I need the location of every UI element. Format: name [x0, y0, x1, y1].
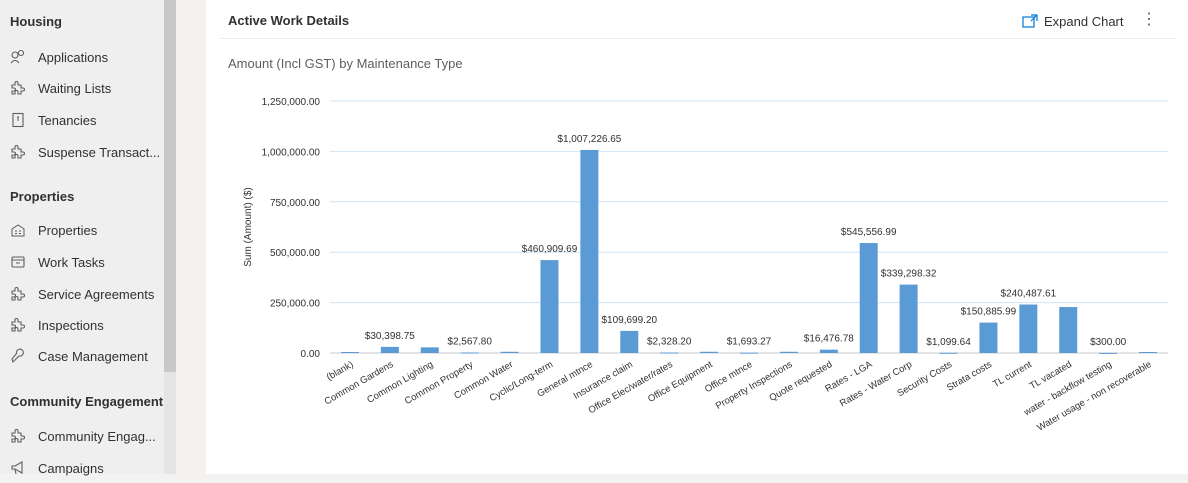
data-label: $109,699.20: [601, 315, 657, 326]
y-axis-label: Sum (Amount) ($): [243, 187, 254, 266]
bar: [779, 351, 798, 353]
sidebar-item-properties[interactable]: Properties: [0, 215, 164, 245]
sidebar-item-label: Campaigns: [38, 461, 104, 476]
puzzle-icon: [11, 145, 25, 159]
sidebar-item-suspense-transact[interactable]: Suspense Transact...: [0, 137, 164, 167]
sidebar-item-applications[interactable]: Applications: [0, 42, 164, 72]
bar: [620, 330, 639, 353]
y-tick-label: 1,250,000.00: [262, 97, 321, 108]
data-label: $300.00: [1090, 337, 1127, 348]
puzzle-icon: [11, 81, 25, 95]
sidebar-item-label: Tenancies: [38, 113, 97, 128]
bar: [340, 351, 359, 353]
data-label: $30,398.75: [365, 331, 415, 342]
bar: [740, 352, 758, 354]
bar: [420, 347, 439, 353]
data-label: $545,556.99: [841, 227, 897, 238]
card-title: Active Work Details: [228, 13, 350, 28]
sidebar-item-label: Inspections: [38, 318, 104, 333]
x-tick-label: (blank): [325, 359, 356, 383]
bar: [540, 260, 559, 353]
bar: [1139, 351, 1158, 353]
bar-chart: 0.00 250,000.00 500,000.00 750,000.00 1,000,…: [243, 97, 1168, 434]
expand-chart-label: Expand Chart: [1044, 13, 1124, 29]
data-label: $1,099.64: [926, 337, 971, 348]
sidebar-item-label: Service Agreements: [38, 287, 155, 302]
work-tasks-icon: [11, 256, 25, 268]
bar: [939, 352, 958, 354]
y-tick-label: 750,000.00: [270, 198, 320, 209]
sidebar-item-community-engag[interactable]: Community Engag...: [0, 421, 164, 451]
bar: [1059, 307, 1078, 353]
x-tick-label: Strata costs: [945, 359, 994, 394]
puzzle-icon: [11, 318, 25, 332]
bar: [380, 346, 399, 353]
x-tick-label: Common Property: [403, 359, 475, 407]
sidebar-item-waiting-lists[interactable]: Waiting Lists: [0, 73, 164, 103]
puzzle-icon: [11, 429, 25, 443]
content-gap: [176, 0, 204, 474]
sidebar: Housing Applications Waiting Lists Tenancie…: [0, 0, 164, 476]
sidebar-scrollbar-track[interactable]: [164, 372, 176, 474]
wrench-icon: [11, 348, 24, 364]
x-tick-label: TL current: [991, 359, 1034, 390]
data-label: $339,298.32: [881, 269, 937, 280]
expand-chart-button[interactable]: Expand Chart: [1022, 10, 1124, 32]
bar: [1099, 352, 1118, 354]
sidebar-scrollbar-thumb[interactable]: [164, 0, 176, 372]
bar: [700, 351, 719, 353]
expand-icon: [1022, 14, 1038, 28]
data-label: $1,693.27: [727, 337, 772, 348]
chart-card: Active Work Details Expand Chart ⋮ Amoun…: [206, 0, 1188, 474]
y-tick-label: 1,000,000.00: [262, 147, 321, 158]
bar: [460, 352, 479, 354]
bar: [859, 243, 878, 353]
bar: [580, 149, 599, 353]
y-tick-label: 500,000.00: [270, 248, 320, 259]
sidebar-item-label: Waiting Lists: [38, 81, 112, 96]
bar: [899, 284, 918, 353]
sidebar-item-label: Suspense Transact...: [38, 145, 161, 160]
applications-icon: [10, 49, 25, 64]
building-icon: [11, 224, 25, 237]
chart-title: Amount (Incl GST) by Maintenance Type: [228, 56, 463, 71]
y-tick-label: 0.00: [301, 349, 321, 360]
data-label: $460,909.69: [522, 244, 578, 255]
puzzle-icon: [11, 287, 25, 301]
sidebar-section-housing: Housing: [10, 14, 62, 29]
x-tick-label: Common Gardens: [323, 359, 396, 407]
sidebar-section-community-engagement: Community Engagement: [10, 394, 164, 409]
card-divider: [220, 38, 1176, 39]
sidebar-item-label: Case Management: [38, 349, 148, 364]
more-options-button[interactable]: ⋮: [1141, 11, 1157, 28]
sidebar-item-label: Applications: [38, 50, 109, 65]
sidebar-item-tenancies[interactable]: Tenancies: [0, 105, 164, 135]
data-label: $2,328.20: [647, 337, 692, 348]
sidebar-item-service-agreements[interactable]: Service Agreements: [0, 279, 164, 309]
bar: [819, 349, 838, 353]
x-tick-label: Rates - Water Corp: [838, 359, 914, 409]
bar: [660, 352, 679, 354]
sidebar-item-case-management[interactable]: Case Management: [0, 341, 164, 371]
sidebar-item-label: Community Engag...: [38, 429, 156, 444]
sidebar-item-inspections[interactable]: Inspections: [0, 310, 164, 340]
bar: [979, 322, 998, 353]
sidebar-section-properties: Properties: [10, 189, 75, 204]
sidebar-item-work-tasks[interactable]: Work Tasks: [0, 247, 164, 277]
bar: [1019, 304, 1038, 353]
data-label: $150,885.99: [961, 307, 1017, 318]
data-label: $2,567.80: [447, 336, 492, 347]
data-label: $240,487.61: [1001, 289, 1057, 300]
document-icon: [12, 112, 24, 128]
megaphone-icon: [11, 461, 23, 475]
bar: [500, 351, 519, 353]
data-label: $1,007,226.65: [557, 134, 621, 145]
sidebar-item-label: Work Tasks: [38, 255, 105, 270]
sidebar-item-campaigns[interactable]: Campaigns: [0, 453, 164, 483]
sidebar-item-label: Properties: [38, 223, 98, 238]
y-tick-label: 250,000.00: [270, 299, 320, 310]
data-label: $16,476.78: [804, 334, 854, 345]
